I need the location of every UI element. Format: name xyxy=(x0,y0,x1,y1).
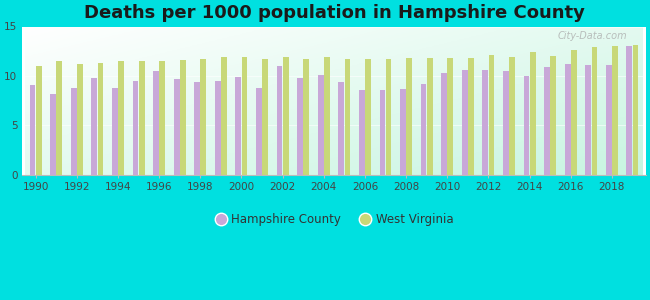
Bar xyxy=(482,70,488,175)
Text: City-Data.com: City-Data.com xyxy=(558,31,627,41)
Bar xyxy=(406,58,412,175)
Bar xyxy=(359,90,365,175)
Bar xyxy=(235,77,241,175)
Legend: Hampshire County, West Virginia: Hampshire County, West Virginia xyxy=(210,208,458,231)
Bar xyxy=(71,88,77,175)
Bar xyxy=(530,52,536,175)
Bar xyxy=(180,60,186,175)
Bar xyxy=(200,59,206,175)
Title: Deaths per 1000 population in Hampshire County: Deaths per 1000 population in Hampshire … xyxy=(84,4,584,22)
Bar xyxy=(318,75,324,175)
Bar xyxy=(112,88,118,175)
Bar xyxy=(194,82,200,175)
Bar xyxy=(632,45,638,175)
Bar xyxy=(159,61,165,175)
Bar xyxy=(304,59,309,175)
Bar xyxy=(462,70,467,175)
Bar xyxy=(565,64,571,175)
Bar xyxy=(133,81,138,175)
Bar xyxy=(283,57,289,175)
Bar xyxy=(36,66,42,175)
Bar xyxy=(489,55,495,175)
Bar xyxy=(627,46,632,175)
Bar xyxy=(324,57,330,175)
Bar xyxy=(174,79,179,175)
Bar xyxy=(509,57,515,175)
Bar xyxy=(592,47,597,175)
Bar xyxy=(57,61,62,175)
Bar xyxy=(524,76,529,175)
Bar xyxy=(256,88,262,175)
Bar xyxy=(277,66,282,175)
Bar xyxy=(571,50,577,175)
Bar xyxy=(77,64,83,175)
Bar xyxy=(606,65,612,175)
Bar xyxy=(118,61,124,175)
Bar xyxy=(385,59,391,175)
Bar xyxy=(551,56,556,175)
Bar xyxy=(586,65,591,175)
Bar xyxy=(215,81,220,175)
Bar xyxy=(138,61,144,175)
Bar xyxy=(503,71,509,175)
Bar xyxy=(242,57,248,175)
Bar xyxy=(612,46,618,175)
Bar xyxy=(344,59,350,175)
Bar xyxy=(441,73,447,175)
Bar xyxy=(447,58,453,175)
Bar xyxy=(98,63,103,175)
Bar xyxy=(92,78,98,175)
Bar xyxy=(421,84,426,175)
Bar xyxy=(50,94,56,175)
Bar xyxy=(262,59,268,175)
Bar xyxy=(544,67,550,175)
Bar xyxy=(365,59,371,175)
Bar xyxy=(400,89,406,175)
Bar xyxy=(297,78,303,175)
Bar xyxy=(221,57,227,175)
Bar xyxy=(153,71,159,175)
Bar xyxy=(30,85,36,175)
Bar xyxy=(427,58,433,175)
Bar xyxy=(468,58,474,175)
Bar xyxy=(380,90,385,175)
Bar xyxy=(339,82,344,175)
